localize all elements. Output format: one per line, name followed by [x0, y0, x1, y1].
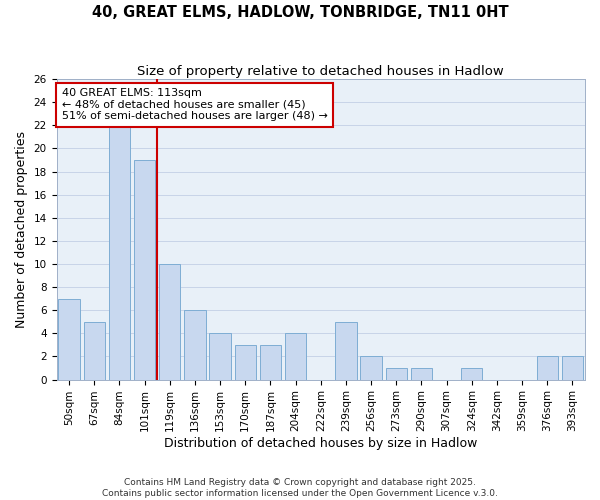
Text: 40, GREAT ELMS, HADLOW, TONBRIDGE, TN11 0HT: 40, GREAT ELMS, HADLOW, TONBRIDGE, TN11 … [92, 5, 508, 20]
Y-axis label: Number of detached properties: Number of detached properties [15, 131, 28, 328]
Bar [536, 356, 558, 380]
Text: Contains HM Land Registry data © Crown copyright and database right 2025.
Contai: Contains HM Land Registry data © Crown c… [102, 478, 498, 498]
X-axis label: Distribution of detached houses by size in Hadlow: Distribution of detached houses by size … [164, 437, 478, 450]
Bar [109, 126, 130, 380]
Bar [58, 298, 80, 380]
Bar [235, 345, 256, 380]
Bar [562, 356, 583, 380]
Bar [411, 368, 432, 380]
Bar [335, 322, 356, 380]
Title: Size of property relative to detached houses in Hadlow: Size of property relative to detached ho… [137, 65, 504, 78]
Bar [386, 368, 407, 380]
Bar [83, 322, 105, 380]
Bar [159, 264, 181, 380]
Bar [134, 160, 155, 380]
Bar [209, 334, 231, 380]
Text: 40 GREAT ELMS: 113sqm
← 48% of detached houses are smaller (45)
51% of semi-deta: 40 GREAT ELMS: 113sqm ← 48% of detached … [62, 88, 328, 122]
Bar [461, 368, 482, 380]
Bar [184, 310, 206, 380]
Bar [361, 356, 382, 380]
Bar [260, 345, 281, 380]
Bar [285, 334, 306, 380]
